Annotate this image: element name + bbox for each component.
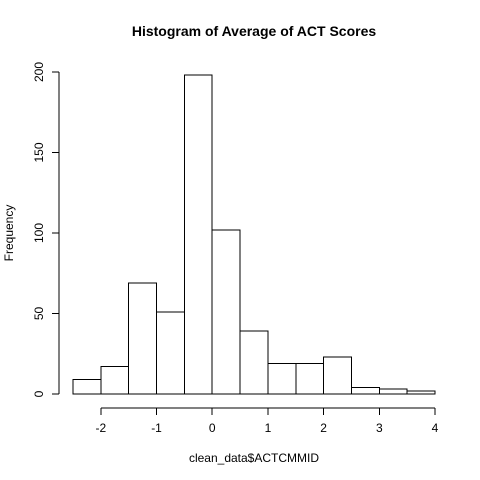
x-tick-label-1: -1: [151, 421, 162, 435]
histogram-bar-3: [156, 311, 185, 395]
y-tick-label-2: 100: [32, 223, 46, 243]
x-tick-label-3: 1: [265, 421, 272, 435]
histogram-bar-12: [406, 390, 436, 395]
x-tick-label-2: 0: [209, 421, 216, 435]
y-tick-label-0: 0: [32, 390, 46, 397]
histogram-bar-8: [295, 362, 325, 395]
x-tick-label-0: -2: [96, 421, 107, 435]
x-axis: -2 -1 0 1 2 3 4: [96, 407, 439, 435]
x-tick-label-5: 3: [376, 421, 383, 435]
y-tick-label-1: 50: [32, 307, 46, 321]
histogram-bar-4: [183, 74, 213, 395]
y-axis-label: Frequency: [2, 205, 16, 262]
x-tick-label-6: 4: [432, 421, 439, 435]
histogram-bar-10: [350, 387, 380, 395]
y-tick-label-4: 200: [32, 62, 46, 82]
bars-group: [72, 74, 436, 395]
histogram-bar-2: [128, 282, 158, 395]
x-axis-label: clean_data$ACTCMMID: [189, 451, 319, 465]
histogram-bar-5: [211, 229, 241, 395]
histogram-bar-1: [100, 366, 130, 395]
histogram-bar-7: [267, 362, 297, 395]
histogram-bar-11: [378, 388, 408, 395]
histogram-bar-0: [72, 379, 102, 395]
histogram-bar-9: [323, 356, 352, 395]
histogram-bar-6: [239, 330, 269, 395]
y-axis: 0 50 100 150 200: [32, 62, 60, 397]
chart-title: Histogram of Average of ACT Scores: [132, 23, 376, 39]
y-tick-label-3: 150: [32, 142, 46, 162]
x-tick-label-4: 2: [320, 421, 327, 435]
